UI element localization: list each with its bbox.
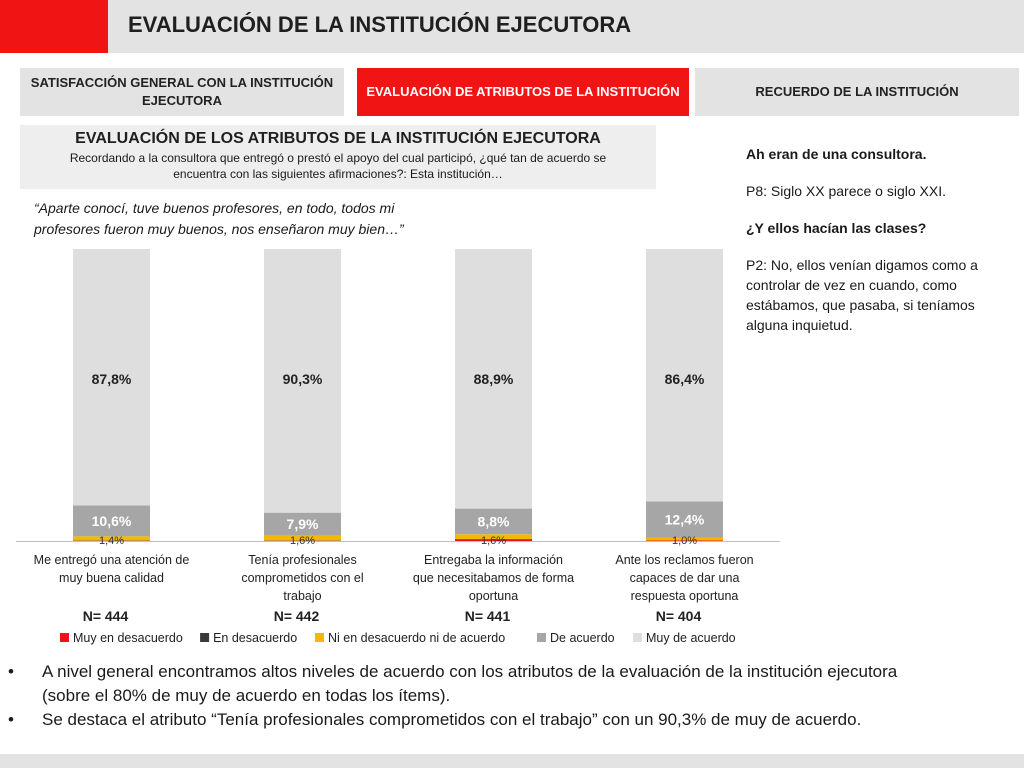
question-text: Recordando a la consultora que entregó o… xyxy=(69,151,607,181)
question-title: EVALUACIÓN DE LOS ATRIBUTOS DE LA INSTIT… xyxy=(75,130,601,147)
conclusions-list: • A nivel general encontramos altos nive… xyxy=(0,660,1024,732)
data-label: 1,6% xyxy=(290,535,315,547)
bar-segment-de-acuerdo xyxy=(73,505,150,537)
bullet-dot: • xyxy=(8,710,14,729)
header-bar xyxy=(0,0,1024,53)
tab-satisfaccion-general[interactable]: SATISFACCIÓN GENERAL CON LA INSTITUCIÓN … xyxy=(20,68,344,116)
tab-recuerdo-institucion[interactable]: RECUERDO DE LA INSTITUCIÓN xyxy=(695,68,1019,116)
tab-evaluacion-atributos[interactable]: EVALUACIÓN DE ATRIBUTOS DE LA INSTITUCIÓ… xyxy=(357,68,689,116)
bar-segment-ni-en-desacuerdo-ni-de-acuerdo xyxy=(73,536,150,541)
sample-size-label: N= 444 xyxy=(83,608,129,624)
bar-segment-muy-de-acuerdo xyxy=(646,249,723,502)
category-tick-label: muy buena calidad xyxy=(59,571,164,585)
legend-label: Muy de acuerdo xyxy=(646,631,736,645)
data-label: 7,9% xyxy=(287,516,319,532)
bar-segment-muy-de-acuerdo xyxy=(455,249,532,509)
conclusion-text: A nivel general encontramos altos nivele… xyxy=(42,662,898,705)
data-label: 1,0% xyxy=(672,535,697,547)
category-tick-label: comprometidos con el xyxy=(241,571,363,585)
data-label: 12,4% xyxy=(665,511,705,527)
bar-segment-de-acuerdo xyxy=(455,508,532,535)
sample-size-label: N= 441 xyxy=(465,608,511,624)
legend-label: Muy en desacuerdo xyxy=(73,631,183,645)
page-title: EVALUACIÓN DE LA INSTITUCIÓN EJECUTORA xyxy=(128,12,632,37)
bar-segment-de-acuerdo xyxy=(264,512,341,536)
category-tick-label: Tenía profesionales xyxy=(248,553,356,567)
legend-label: En desacuerdo xyxy=(213,631,297,645)
legend-swatch xyxy=(633,633,642,642)
category-tick-label: Ante los reclamos fueron xyxy=(615,553,753,567)
legend-swatch xyxy=(537,633,546,642)
data-label: 10,6% xyxy=(92,513,132,529)
question-box: EVALUACIÓN DE LOS ATRIBUTOS DE LA INSTIT… xyxy=(20,125,656,189)
category-tick-label: oportuna xyxy=(469,589,518,603)
side-note: Ah eran de una consultora. xyxy=(746,146,927,162)
category-tick-label: Me entregó una atención de xyxy=(34,553,190,567)
side-note: P8: Siglo XX parece o siglo XXI. xyxy=(746,183,946,199)
bar-segment-ni-en-desacuerdo-ni-de-acuerdo xyxy=(264,535,341,541)
data-label: 88,9% xyxy=(474,371,514,387)
category-tick-label: capaces de dar una xyxy=(630,571,740,585)
interview-excerpt: Ah eran de una consultora. P8: Siglo XX … xyxy=(746,144,1016,352)
bar-segment-de-acuerdo xyxy=(646,501,723,538)
sample-size-label: N= 442 xyxy=(274,608,320,624)
sample-size-label: N= 404 xyxy=(656,608,702,624)
bar-segment-ni-en-desacuerdo-ni-de-acuerdo xyxy=(455,534,532,539)
data-label: 1,6% xyxy=(481,535,506,547)
legend-label: Ni en desacuerdo ni de acuerdo xyxy=(328,631,505,645)
data-label: 8,8% xyxy=(478,513,510,529)
legend-swatch xyxy=(315,633,324,642)
participant-quote: “Aparte conocí, tuve buenos profesores, … xyxy=(34,200,404,237)
conclusion-text: Se destaca el atributo “Tenía profesiona… xyxy=(42,710,862,729)
category-tick-label: respuesta oportuna xyxy=(631,589,739,603)
legend-label: De acuerdo xyxy=(550,631,615,645)
category-tick-label: que necesitabamos de forma xyxy=(413,571,574,585)
stacked-bar-chart: 1,4% 10,6% 87,8% Me entregó una atención de… xyxy=(16,249,780,645)
bar-segment-muy-de-acuerdo xyxy=(264,249,341,513)
bar-segment-muy-en-desacuerdo xyxy=(646,540,723,541)
bar-segment-muy-de-acuerdo xyxy=(73,249,150,506)
category-tick-label: Entregaba la información xyxy=(424,553,563,567)
conclusion-item: • Se destaca el atributo “Tenía profesio… xyxy=(0,708,902,732)
data-label: 1,4% xyxy=(99,535,124,547)
header-accent-block xyxy=(0,0,108,53)
bar-segment-ni-en-desacuerdo-ni-de-acuerdo xyxy=(646,537,723,541)
data-label: 86,4% xyxy=(665,371,705,387)
side-note: P2: No, ellos venían digamos como a cont… xyxy=(746,257,978,333)
conclusion-item: • A nivel general encontramos altos nive… xyxy=(0,660,902,708)
category-tick-label: trabajo xyxy=(283,589,321,603)
legend-swatch xyxy=(60,633,69,642)
footer-bar xyxy=(0,754,1024,768)
bar-segment-muy-en-desacuerdo xyxy=(455,539,532,541)
data-label: 87,8% xyxy=(92,371,132,387)
data-label: 90,3% xyxy=(283,371,323,387)
legend-swatch xyxy=(200,633,210,642)
bullet-dot: • xyxy=(8,662,14,681)
side-note: ¿Y ellos hacían las clases? xyxy=(746,220,927,236)
